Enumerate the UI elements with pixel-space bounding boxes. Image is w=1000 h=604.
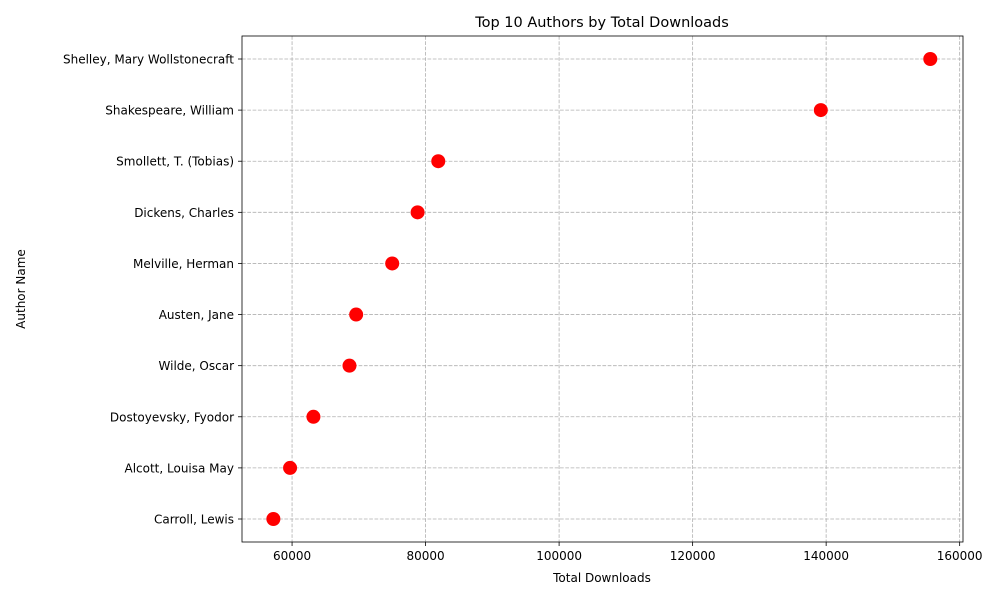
chart-title: Top 10 Authors by Total Downloads (474, 15, 729, 31)
y-tick-label: Smollett, T. (Tobias) (116, 155, 234, 169)
data-point (385, 256, 400, 271)
y-tick-label: Dostoyevsky, Fyodor (110, 410, 234, 424)
x-axis-label: Total Downloads (552, 571, 651, 585)
x-tick-label: 140000 (803, 549, 849, 563)
x-tick-label: 60000 (273, 549, 311, 563)
data-point (923, 52, 938, 66)
x-tick-label: 80000 (406, 549, 444, 563)
x-tick-label: 120000 (670, 549, 716, 563)
y-tick-label: Carroll, Lewis (154, 513, 234, 527)
data-point (266, 512, 281, 526)
data-point (410, 205, 425, 220)
plot-area-frame (241, 35, 964, 543)
data-point (342, 358, 357, 373)
y-axis-label: Author Name (14, 249, 28, 329)
data-point (306, 409, 321, 424)
y-tick-label: Austen, Jane (159, 308, 234, 322)
data-point (813, 103, 828, 118)
y-tick-label: Dickens, Charles (134, 206, 234, 220)
data-point (283, 460, 298, 475)
grid-lines (242, 36, 963, 542)
x-tick-label: 160000 (937, 549, 983, 563)
data-point (431, 154, 446, 169)
y-tick-label: Melville, Herman (133, 257, 234, 271)
y-tick-label: Shakespeare, William (105, 104, 234, 118)
y-axis: Shelley, Mary Wollstonecraft Shakespeare,… (63, 53, 242, 527)
x-tick-label: 100000 (536, 549, 582, 563)
data-point (349, 307, 364, 322)
y-tick-label: Alcott, Louisa May (124, 461, 234, 475)
y-tick-label: Shelley, Mary Wollstonecraft (63, 53, 234, 67)
data-points (266, 52, 938, 526)
y-tick-label: Wilde, Oscar (159, 359, 235, 373)
x-axis: 60000 80000 100000 120000 140000 160000 (273, 542, 983, 563)
